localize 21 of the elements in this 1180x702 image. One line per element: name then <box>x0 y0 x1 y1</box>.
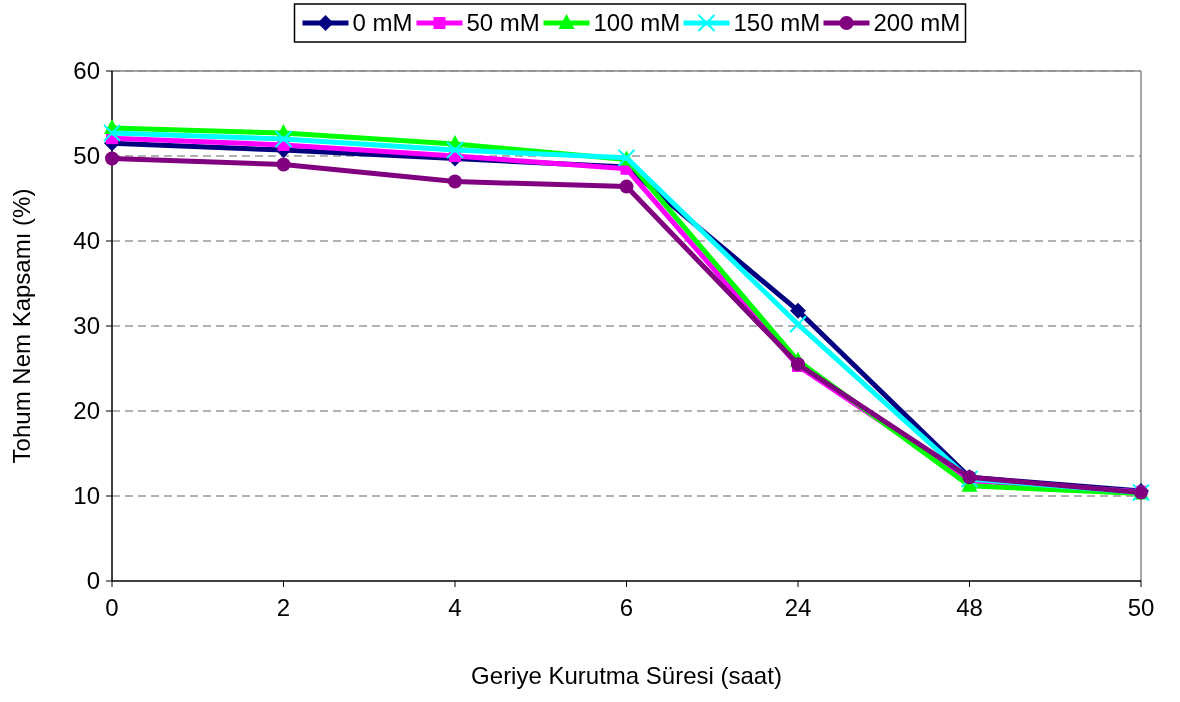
y-tick-label: 60 <box>73 57 100 85</box>
x-tick-label: 48 <box>956 594 983 621</box>
x-axis-title: Geriye Kurutma Süresi (saat) <box>471 662 782 689</box>
y-tick-label: 30 <box>73 312 100 340</box>
y-axis-title: Tohum Nem Kapsamı (%) <box>8 188 35 464</box>
y-tick-label: 40 <box>73 227 100 255</box>
x-tick-label: 0 <box>105 594 119 621</box>
legend-label: 0 mM <box>352 9 413 37</box>
legend-label: 150 mM <box>733 9 821 37</box>
y-tick-label: 10 <box>73 482 100 510</box>
legend-label: 100 mM <box>593 9 681 37</box>
y-tick-label: 0 <box>86 567 100 595</box>
y-tick-label: 50 <box>73 142 100 170</box>
x-tick-label: 50 <box>1127 594 1155 621</box>
x-tick-label: 24 <box>784 594 812 621</box>
legend-label: 50 mM <box>466 9 540 37</box>
legend-label: 200 mM <box>873 9 961 37</box>
y-tick-label: 20 <box>73 397 100 425</box>
x-tick-label: 4 <box>448 594 462 621</box>
x-tick-label: 2 <box>276 594 291 621</box>
x-tick-label: 6 <box>619 594 634 621</box>
